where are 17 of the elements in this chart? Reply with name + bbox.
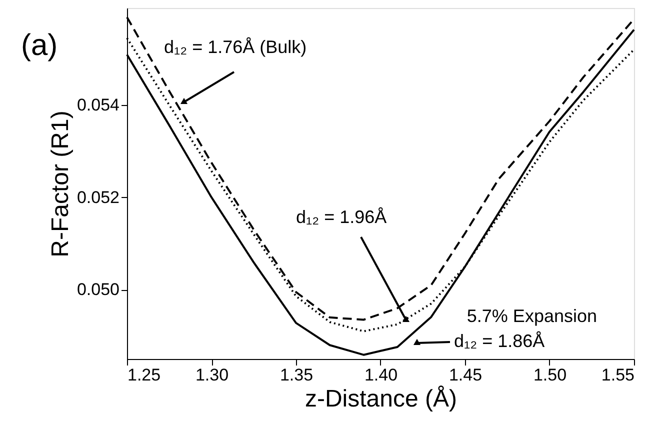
x-axis-title: z-Distance (Å) — [304, 386, 458, 412]
x-tick-label: 1.35 — [280, 366, 314, 384]
x-tick-label: 1.55 — [601, 366, 634, 384]
x-tick-label: 1.45 — [448, 366, 482, 384]
annotation: 5.7% Expansion — [466, 306, 597, 326]
y-tick-label: 0.052 — [76, 188, 120, 207]
x-tick-label: 1.40 — [364, 366, 398, 384]
x-tick-label: 1.50 — [533, 366, 567, 384]
x-tick-label: 1.25 — [128, 366, 161, 384]
series-label: d₁₂ = 1.76Å (Bulk) — [164, 37, 307, 57]
y-axis-title: R-Factor (R1) — [46, 110, 74, 258]
x-tick-label: 1.30 — [195, 366, 229, 384]
text: d₁₂ = 1.96Å — [296, 207, 387, 227]
y-tick-label: 0.050 — [76, 280, 120, 300]
text: (a) — [21, 29, 58, 62]
legend-label: d₁₂ = 1.86Å — [454, 331, 545, 351]
y-tick-label: 0.054 — [76, 95, 120, 114]
